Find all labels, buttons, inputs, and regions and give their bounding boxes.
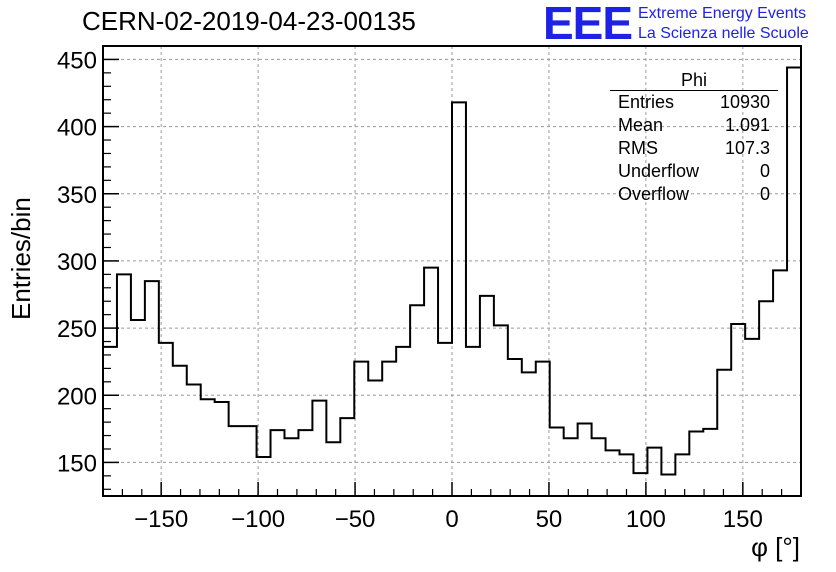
x-tick-label: 0	[445, 506, 458, 533]
y-tick-label: 250	[57, 316, 97, 343]
eee-logo: EEE	[543, 0, 633, 49]
y-tick-label: 450	[57, 47, 97, 74]
y-tick-label: 200	[57, 383, 97, 410]
x-axis-label: φ [°]	[751, 532, 800, 562]
stats-row-mean: Mean 1.091	[618, 115, 770, 135]
logo-line-1: Extreme Energy Events	[638, 5, 807, 22]
y-tick-label: 350	[57, 182, 97, 209]
y-tick-label: 400	[57, 115, 97, 142]
stats-row-entries: Entries 10930	[618, 92, 770, 112]
plot-title: CERN-02-2019-04-23-00135	[82, 6, 416, 36]
histogram-step-line	[103, 66, 801, 476]
logo-line-2: La Scienza nelle Scuole	[638, 25, 809, 42]
plot-frame	[102, 45, 802, 497]
x-tick-label: 50	[536, 506, 563, 533]
y-axis-label-text: Entries/bin	[6, 197, 36, 320]
stats-row-underflow: Underflow 0	[618, 161, 770, 181]
x-tick-label: 100	[626, 506, 666, 533]
stats-header: Phi	[610, 70, 778, 91]
x-tick-label: −150	[134, 506, 188, 533]
x-tick-label: 150	[723, 506, 763, 533]
x-tick-label: −100	[231, 506, 285, 533]
axis-ticks	[102, 45, 802, 496]
tick-labels: −150 −100 −50 0 50 100 150 150 200 250 300 350 400 45…	[57, 47, 763, 533]
y-axis-label: Entries/bin	[6, 197, 36, 320]
y-tick-label: 300	[57, 249, 97, 276]
stats-row-rms: RMS 107.3	[618, 138, 770, 158]
y-tick-label: 150	[57, 450, 97, 477]
stats-row-overflow: Overflow 0	[618, 184, 770, 204]
x-tick-label: −50	[335, 506, 376, 533]
stats-box: Phi Entries 10930 Mean 1.091 RMS 107.3 Unde…	[610, 70, 778, 206]
eee-logo-text: Extreme Energy Events La Scienza nelle S…	[638, 4, 809, 44]
